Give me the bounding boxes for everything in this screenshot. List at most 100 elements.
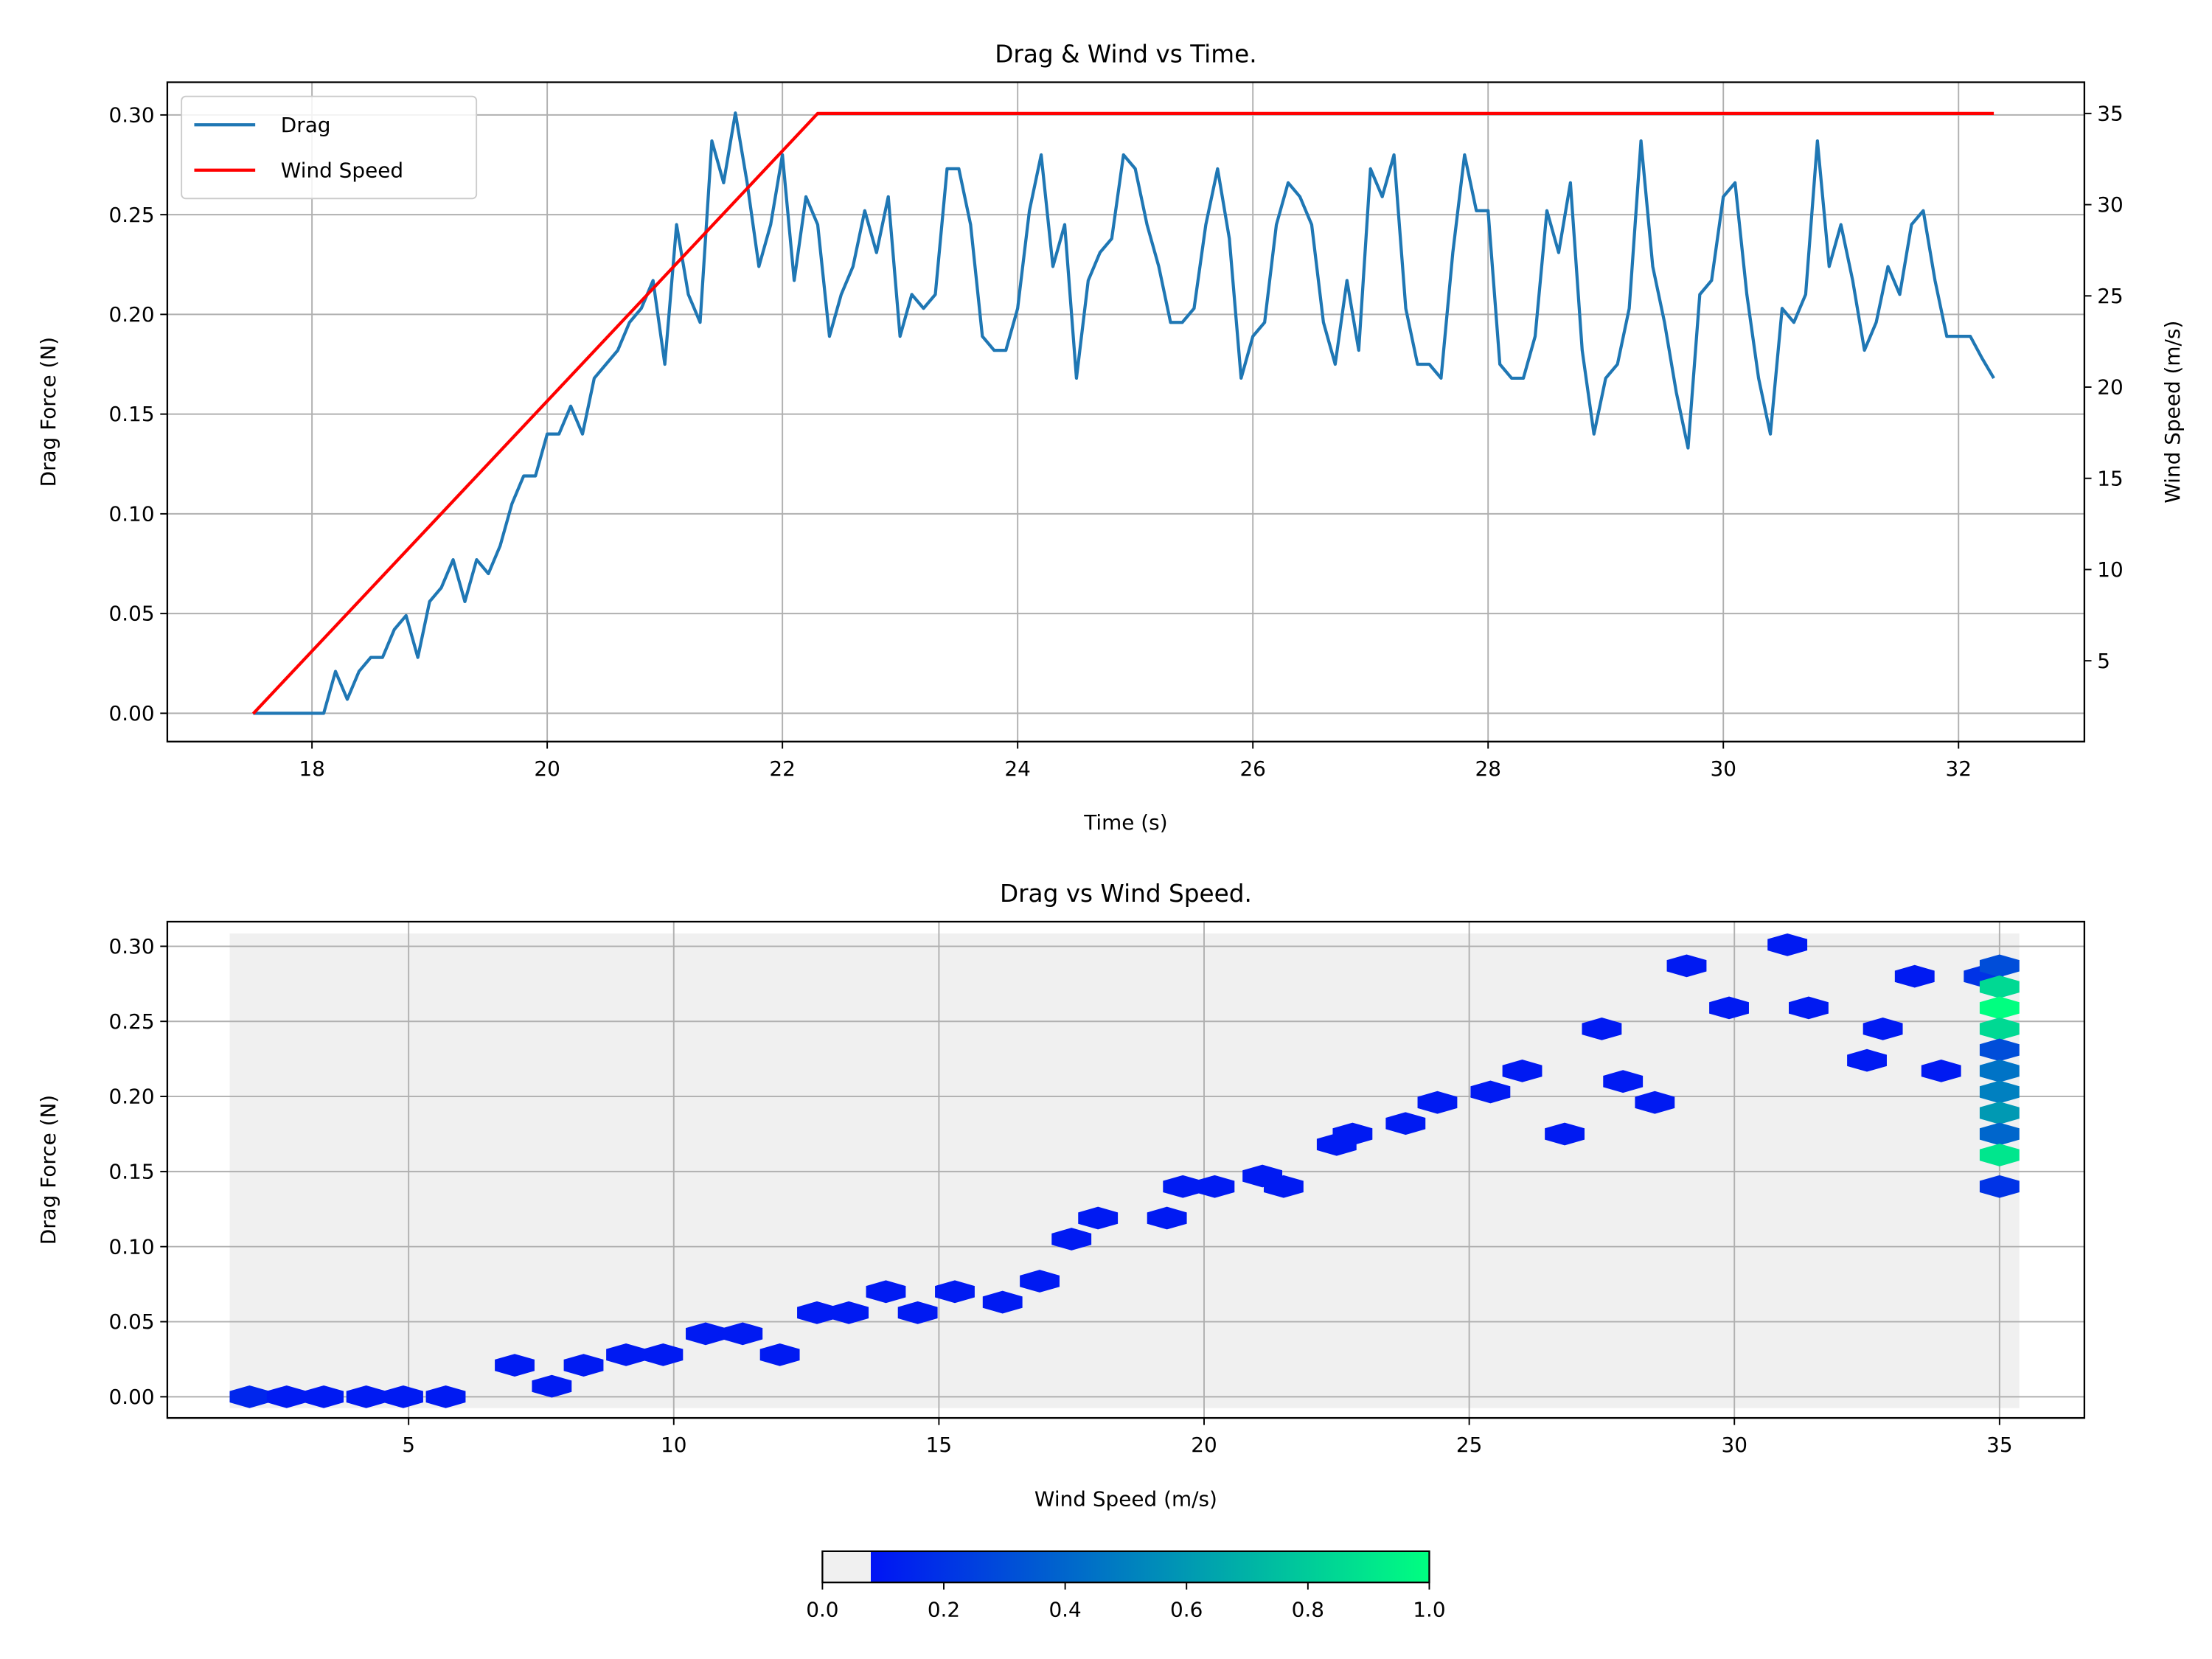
hex-cell bbox=[723, 1322, 763, 1346]
hex-cell bbox=[759, 1343, 800, 1366]
hex-cell bbox=[1979, 1175, 2020, 1198]
hex-cell bbox=[1163, 1175, 1203, 1198]
series-line bbox=[253, 111, 1995, 715]
hex-cell bbox=[643, 1343, 684, 1366]
y2-tick-label: 5 bbox=[2097, 649, 2110, 673]
x-tick-label: 28 bbox=[1475, 757, 1500, 781]
hex-cell bbox=[866, 1280, 906, 1304]
hex-cell bbox=[1545, 1122, 1585, 1146]
hex-cell bbox=[495, 1354, 535, 1377]
series-line bbox=[251, 111, 1994, 715]
hex-cell bbox=[1979, 1018, 2020, 1040]
empty-bins bbox=[229, 933, 2020, 1408]
hex-cell bbox=[304, 1385, 344, 1408]
hex-cell bbox=[1709, 996, 1749, 1020]
y-axis-label: Drag Force (N) bbox=[36, 1095, 60, 1245]
hex-cell bbox=[563, 1354, 604, 1377]
hex-cell bbox=[1979, 1080, 2020, 1104]
hex-cell bbox=[982, 1290, 1023, 1314]
x-tick-label: 20 bbox=[1191, 1433, 1217, 1457]
x-tick-label: 24 bbox=[1004, 757, 1030, 781]
x-tick-label: 22 bbox=[769, 757, 795, 781]
hex-cell bbox=[266, 1385, 307, 1408]
hex-cell bbox=[1603, 1070, 1644, 1093]
colorbar-tick-label: 0.8 bbox=[1292, 1597, 1324, 1621]
legend-box bbox=[181, 95, 478, 200]
hex-cell bbox=[1894, 964, 1935, 988]
hex-cell bbox=[383, 1385, 423, 1408]
hex-cell bbox=[829, 1301, 869, 1324]
hex-cell bbox=[1470, 1080, 1511, 1104]
hex-cell bbox=[1263, 1175, 1304, 1198]
x-tick-label: 10 bbox=[661, 1433, 686, 1457]
hex-cell bbox=[1847, 1048, 1887, 1072]
x-tick-label: 18 bbox=[299, 757, 324, 781]
plot-frame bbox=[166, 920, 2086, 1419]
hex-cell bbox=[425, 1385, 466, 1408]
hex-cell bbox=[686, 1322, 726, 1346]
y-tick-label: 0.05 bbox=[109, 602, 155, 626]
y-tick-label: 0.10 bbox=[109, 501, 155, 526]
hex-cell bbox=[935, 1280, 975, 1304]
hex-cell bbox=[1666, 954, 1707, 978]
y2-axis-label: Wind Speed (m/s) bbox=[2160, 321, 2185, 504]
x-tick-label: 30 bbox=[1721, 1433, 1747, 1457]
hex-cell bbox=[1979, 954, 2020, 978]
chart-title: Drag & Wind vs Time. bbox=[995, 41, 1256, 69]
plot-frame bbox=[166, 81, 2086, 742]
hex-cell bbox=[1863, 1018, 1903, 1040]
y2-tick-label: 10 bbox=[2097, 557, 2123, 582]
hex-cell bbox=[606, 1343, 646, 1366]
y-tick-label: 0.20 bbox=[109, 302, 155, 327]
y-tick-label: 0.05 bbox=[109, 1310, 155, 1334]
colorbar bbox=[821, 1550, 1430, 1584]
x-tick-label: 20 bbox=[534, 757, 560, 781]
x-tick-label: 25 bbox=[1456, 1433, 1482, 1457]
hex-cell bbox=[1020, 1270, 1060, 1293]
colorbar-tick-label: 1.0 bbox=[1413, 1597, 1445, 1621]
y-tick-label: 0.30 bbox=[109, 934, 155, 959]
hex-cell bbox=[1194, 1175, 1235, 1198]
legend-label: Wind Speed bbox=[281, 158, 403, 182]
hex-cell bbox=[1789, 996, 1829, 1020]
colorbar-tick-label: 0.2 bbox=[928, 1597, 960, 1621]
hex-cell bbox=[1979, 996, 2020, 1020]
hex-cell bbox=[1332, 1122, 1373, 1146]
y-tick-label: 0.15 bbox=[109, 1159, 155, 1183]
x-tick-label: 35 bbox=[1986, 1433, 2012, 1457]
hex-cell bbox=[1582, 1018, 1622, 1040]
y2-tick-label: 25 bbox=[2097, 284, 2123, 308]
hex-cell bbox=[1051, 1228, 1092, 1251]
colorbar-tick-label: 0.4 bbox=[1048, 1597, 1081, 1621]
hex-cell bbox=[1979, 1038, 2020, 1062]
x-axis-label: Wind Speed (m/s) bbox=[1034, 1486, 1217, 1511]
y-tick-label: 0.25 bbox=[109, 203, 155, 227]
x-tick-label: 32 bbox=[1946, 757, 1972, 781]
hex-cell bbox=[1979, 975, 2020, 998]
y-axis-label: Drag Force (N) bbox=[36, 337, 60, 487]
hex-cell bbox=[797, 1301, 837, 1324]
colorbar-tick-label: 0.0 bbox=[806, 1597, 838, 1621]
y2-tick-label: 20 bbox=[2097, 375, 2123, 400]
hex-cell bbox=[346, 1385, 386, 1408]
y-tick-label: 0.25 bbox=[109, 1009, 155, 1034]
hex-cell bbox=[1767, 933, 1808, 956]
hex-cell bbox=[1635, 1091, 1675, 1114]
hex-cell bbox=[1147, 1206, 1187, 1230]
hex-cell bbox=[1078, 1206, 1119, 1230]
hex-cell bbox=[1502, 1060, 1543, 1082]
y2-tick-label: 30 bbox=[2097, 192, 2123, 217]
hex-cell bbox=[229, 1385, 270, 1408]
y-tick-label: 0.15 bbox=[109, 402, 155, 426]
hex-cell bbox=[897, 1301, 938, 1324]
hex-cell bbox=[1417, 1091, 1458, 1114]
y2-tick-label: 15 bbox=[2097, 466, 2123, 490]
y2-tick-label: 35 bbox=[2097, 101, 2123, 125]
x-axis-label: Time (s) bbox=[1083, 810, 1167, 835]
legend-label: Drag bbox=[281, 113, 331, 137]
hex-cell bbox=[1979, 1060, 2020, 1082]
hex-cell bbox=[532, 1374, 572, 1398]
hex-cell bbox=[1921, 1060, 1961, 1082]
